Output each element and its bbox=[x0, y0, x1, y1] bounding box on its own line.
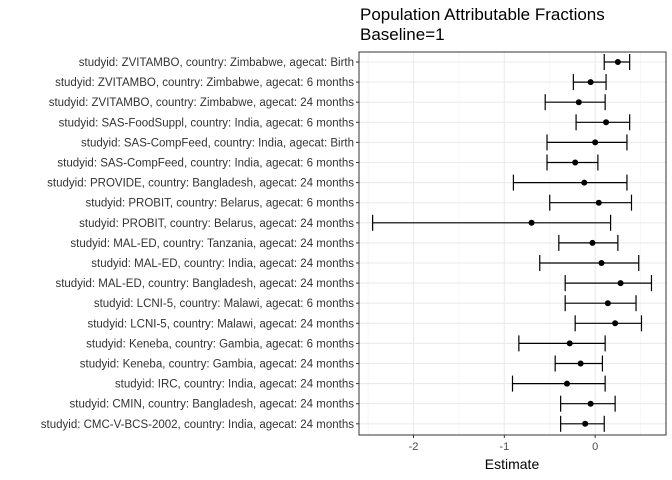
y-tick-label: studyid: PROBIT, country: Belarus, ageca… bbox=[86, 198, 355, 210]
y-tick-label: studyid: ZVITAMBO, country: Zimbabwe, ag… bbox=[55, 77, 354, 89]
y-tick-label: studyid: ZVITAMBO, country: Zimbabwe, ag… bbox=[49, 97, 355, 109]
estimate-point bbox=[598, 260, 605, 266]
estimate-point bbox=[572, 159, 579, 166]
y-tick-label: studyid: MAL-ED, country: India, agecat:… bbox=[91, 258, 354, 270]
estimate-point bbox=[614, 59, 621, 65]
estimate-point bbox=[612, 320, 619, 327]
y-tick-label: studyid: Keneba, country: Gambia, agecat… bbox=[80, 359, 354, 371]
y-tick-label: studyid: CMIN, country: Bangladesh, agec… bbox=[70, 399, 355, 411]
estimate-point bbox=[582, 420, 589, 427]
estimate-point bbox=[595, 199, 602, 206]
estimate-point bbox=[592, 139, 599, 146]
y-tick-label: studyid: MAL-ED, country: Bangladesh, ag… bbox=[55, 278, 354, 290]
plot-marks bbox=[372, 54, 653, 432]
y-tick-label: studyid: PROVIDE, country: Bangladesh, a… bbox=[47, 178, 354, 190]
estimate-point bbox=[575, 99, 582, 106]
x-tick-label: -1 bbox=[499, 441, 509, 453]
estimate-point bbox=[587, 400, 594, 407]
y-axis-labels: studyid: ZVITAMBO, country: Zimbabwe, ag… bbox=[41, 57, 359, 431]
y-tick-label: studyid: LCNI-5, country: Malawi, agecat… bbox=[87, 318, 354, 330]
estimate-point bbox=[587, 79, 594, 86]
y-tick-label: studyid: IRC, country: India, agecat: 24… bbox=[115, 379, 354, 391]
plot-border bbox=[358, 51, 667, 436]
y-tick-label: studyid: LCNI-5, country: Malawi, agecat… bbox=[94, 298, 354, 310]
y-tick-label: studyid: MAL-ED, country: Tanzania, agec… bbox=[70, 238, 354, 250]
y-tick-label: studyid: SAS-CompFeed, country: India, a… bbox=[81, 137, 354, 149]
x-axis-ticks: -2 -1 0 bbox=[409, 435, 598, 453]
estimate-point bbox=[577, 360, 584, 367]
y-tick-label: studyid: SAS-CompFeed, country: India, a… bbox=[57, 158, 354, 170]
estimate-point bbox=[617, 280, 624, 287]
y-tick-label: studyid: CMC-V-BCS-2002, country: India,… bbox=[41, 419, 354, 431]
x-tick-label: -2 bbox=[409, 441, 419, 453]
y-tick-label: studyid: SAS-FoodSuppl, country: India, … bbox=[59, 117, 355, 129]
chart-subtitle: Baseline=1 bbox=[360, 25, 445, 44]
y-tick-label: studyid: PROBIT, country: Belarus, ageca… bbox=[79, 218, 354, 230]
estimate-point bbox=[589, 239, 596, 246]
x-tick-label: 0 bbox=[592, 441, 598, 453]
y-tick-label: studyid: ZVITAMBO, country: Zimbabwe, ag… bbox=[79, 57, 354, 69]
y-tick-label: studyid: Keneba, country: Gambia, agecat… bbox=[86, 338, 354, 350]
estimate-point bbox=[528, 219, 535, 226]
plot-panel bbox=[359, 52, 666, 435]
estimate-point bbox=[566, 340, 573, 347]
estimate-point bbox=[581, 179, 588, 186]
estimate-point bbox=[603, 119, 610, 126]
chart-title: Population Attributable Fractions bbox=[360, 5, 605, 24]
estimate-point bbox=[604, 300, 611, 307]
estimate-point bbox=[563, 380, 570, 387]
x-axis-label: Estimate bbox=[485, 456, 540, 472]
